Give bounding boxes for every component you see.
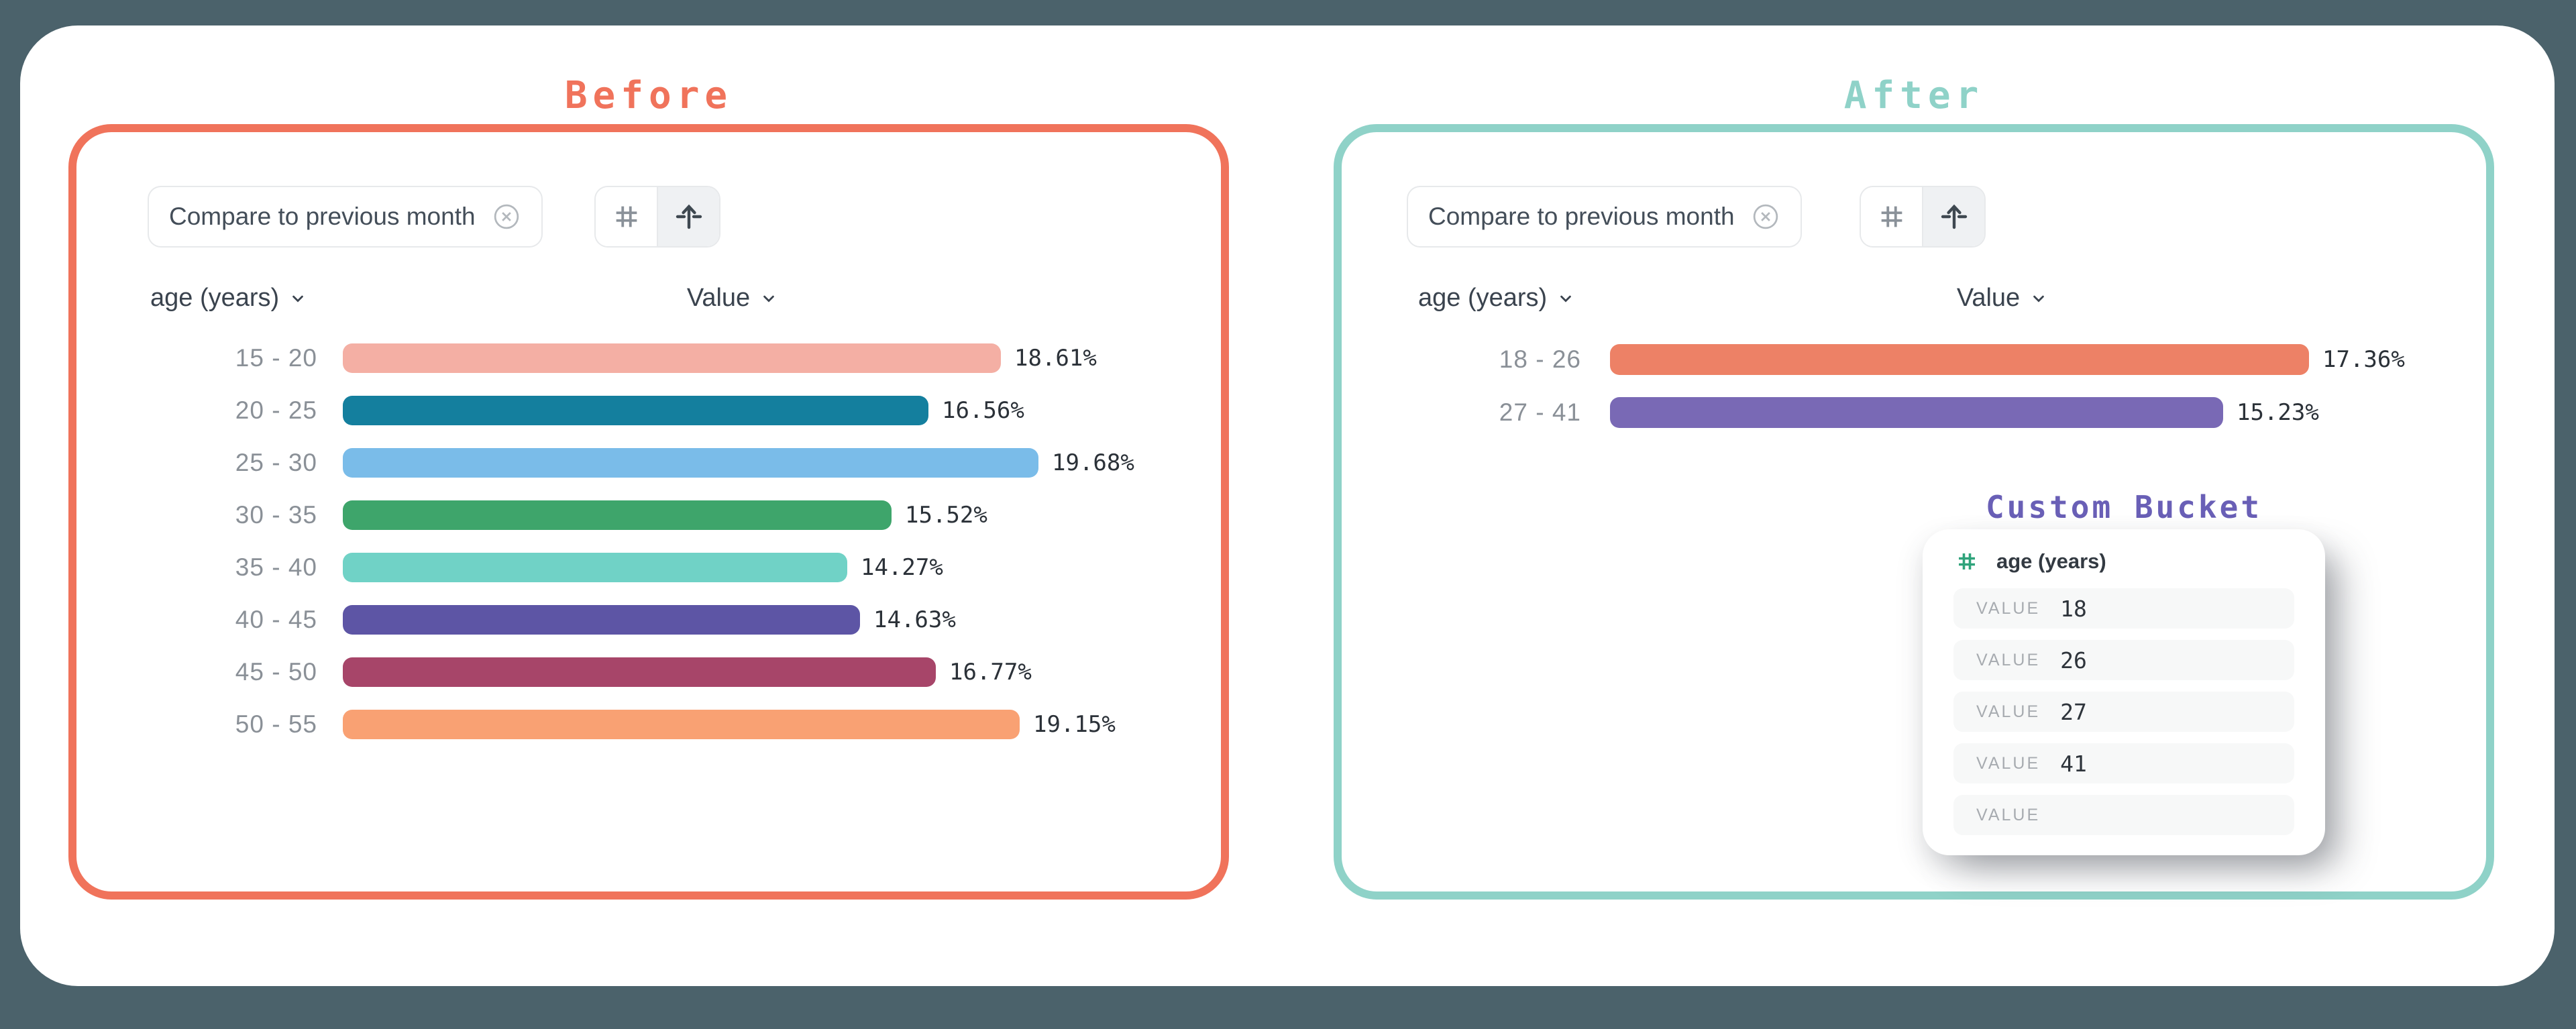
bar-value-label: 18.61% <box>1014 345 1097 372</box>
bucket-value-text: 27 <box>2060 698 2087 725</box>
bucket-value-input[interactable]: VALUE 26 <box>1953 640 2294 680</box>
bar-value-label: 16.77% <box>949 659 1032 686</box>
bar-chart-after: 18 - 26 17.36% 27 - 41 15.23% <box>1342 344 2486 428</box>
hash-icon <box>1955 549 1979 574</box>
bar[interactable] <box>343 396 928 425</box>
category-label: 50 - 55 <box>235 710 317 738</box>
bar-value-label: 16.56% <box>942 397 1024 424</box>
chevron-down-icon <box>759 289 778 308</box>
bucket-value-label: VALUE <box>1976 753 2041 773</box>
bucket-value-text: 41 <box>2060 750 2087 777</box>
bar[interactable] <box>343 657 936 687</box>
chevron-down-icon <box>1556 289 1575 308</box>
view-toggle <box>1860 186 1986 248</box>
before-panel: Compare to previous month <box>68 124 1229 900</box>
bucket-field-header: age (years) <box>1955 549 2106 574</box>
category-label: 30 - 35 <box>235 501 317 529</box>
measure-dropdown-label: Value <box>686 284 751 312</box>
bar-row: 50 - 55 19.15% <box>76 710 1221 739</box>
category-label: 35 - 40 <box>235 553 317 581</box>
bar[interactable] <box>343 553 847 582</box>
bar-row: 30 - 35 15.52% <box>76 500 1221 530</box>
custom-bucket-popup: age (years) VALUE 18 VALUE 26 VALUE 27 VALUE 41… <box>1923 529 2325 855</box>
bar[interactable] <box>1610 397 2223 428</box>
table-view-button[interactable] <box>1861 187 1922 246</box>
bar[interactable] <box>343 605 860 635</box>
dimension-dropdown-label: age (years) <box>1418 284 1548 312</box>
bar-chart-before: 15 - 20 18.61% 20 - 25 16.56% 25 - 30 19.68% 3… <box>76 343 1221 739</box>
table-view-button[interactable] <box>596 187 657 246</box>
chevron-down-icon <box>288 289 307 308</box>
category-label: 27 - 41 <box>1499 398 1581 426</box>
measure-dropdown[interactable]: Value <box>1868 284 2137 313</box>
bar-row: 40 - 45 14.63% <box>76 605 1221 635</box>
bucket-value-label: VALUE <box>1976 598 2041 618</box>
bar-value-label: 15.52% <box>905 502 987 529</box>
grid-hash-icon <box>1876 201 1907 232</box>
before-title: Before <box>564 74 733 117</box>
bucket-value-input[interactable]: VALUE 18 <box>1953 588 2294 629</box>
bucket-value-label: VALUE <box>1976 805 2041 824</box>
bar[interactable] <box>1610 344 2309 375</box>
bar[interactable] <box>343 343 1001 373</box>
bar-row: 45 - 50 16.77% <box>76 657 1221 687</box>
bar-row: 20 - 25 16.56% <box>76 396 1221 425</box>
category-label: 45 - 50 <box>235 658 317 686</box>
bar-row: 25 - 30 19.68% <box>76 448 1221 478</box>
bar-row: 27 - 41 15.23% <box>1342 397 2486 428</box>
category-label: 15 - 20 <box>235 344 317 372</box>
measure-dropdown[interactable]: Value <box>598 284 867 313</box>
bucket-value-list: VALUE 18 VALUE 26 VALUE 27 VALUE 41 VALUE <box>1953 588 2294 835</box>
bar-value-label: 19.68% <box>1052 449 1134 476</box>
circle-x-icon[interactable] <box>1751 202 1780 231</box>
bar[interactable] <box>343 448 1038 478</box>
bar-value-label: 14.27% <box>861 554 943 581</box>
dimension-dropdown[interactable]: age (years) <box>150 284 307 313</box>
dimension-dropdown-label: age (years) <box>150 284 280 312</box>
bucket-value-text: 18 <box>2060 595 2087 622</box>
category-label: 25 - 30 <box>235 449 317 476</box>
chevron-down-icon <box>2029 289 2048 308</box>
bar-value-label: 14.63% <box>873 606 956 633</box>
category-label: 18 - 26 <box>1499 345 1581 373</box>
filter-chip-label: Compare to previous month <box>1428 203 1735 230</box>
view-toggle <box>594 186 720 248</box>
after-panel: Compare to previous month <box>1334 124 2494 900</box>
sort-view-button[interactable] <box>657 187 719 246</box>
after-title: After <box>1843 74 1984 117</box>
bar-value-label: 17.36% <box>2322 346 2405 373</box>
filter-chip[interactable]: Compare to previous month <box>148 186 543 248</box>
category-label: 20 - 25 <box>235 396 317 424</box>
bar-row: 15 - 20 18.61% <box>76 343 1221 373</box>
bar-value-label: 15.23% <box>2237 399 2319 426</box>
bucket-value-input[interactable]: VALUE 27 <box>1953 692 2294 732</box>
circle-x-icon[interactable] <box>492 202 521 231</box>
grid-hash-icon <box>611 201 642 232</box>
bucket-value-input[interactable]: VALUE 41 <box>1953 743 2294 783</box>
sort-arrow-up-icon <box>673 201 705 233</box>
bar-value-label: 19.15% <box>1033 711 1116 738</box>
bucket-field-name: age (years) <box>1996 549 2106 573</box>
sort-view-button[interactable] <box>1922 187 1984 246</box>
measure-dropdown-label: Value <box>1956 284 2021 312</box>
bucket-value-text: 26 <box>2060 647 2087 673</box>
bucket-value-label: VALUE <box>1976 702 2041 721</box>
bar[interactable] <box>343 500 892 530</box>
bucket-value-label: VALUE <box>1976 650 2041 669</box>
bar-row: 35 - 40 14.27% <box>76 553 1221 582</box>
bucket-value-input[interactable]: VALUE <box>1953 795 2294 835</box>
filter-chip-label: Compare to previous month <box>169 203 476 230</box>
filter-chip[interactable]: Compare to previous month <box>1407 186 1802 248</box>
custom-bucket-title: Custom Bucket <box>1985 489 2263 525</box>
category-label: 40 - 45 <box>235 606 317 633</box>
sort-arrow-up-icon <box>1938 201 1970 233</box>
dimension-dropdown[interactable]: age (years) <box>1418 284 1575 313</box>
bar-row: 18 - 26 17.36% <box>1342 344 2486 375</box>
content-card: Before Compare to previous month <box>20 25 2555 986</box>
bar[interactable] <box>343 710 1020 739</box>
